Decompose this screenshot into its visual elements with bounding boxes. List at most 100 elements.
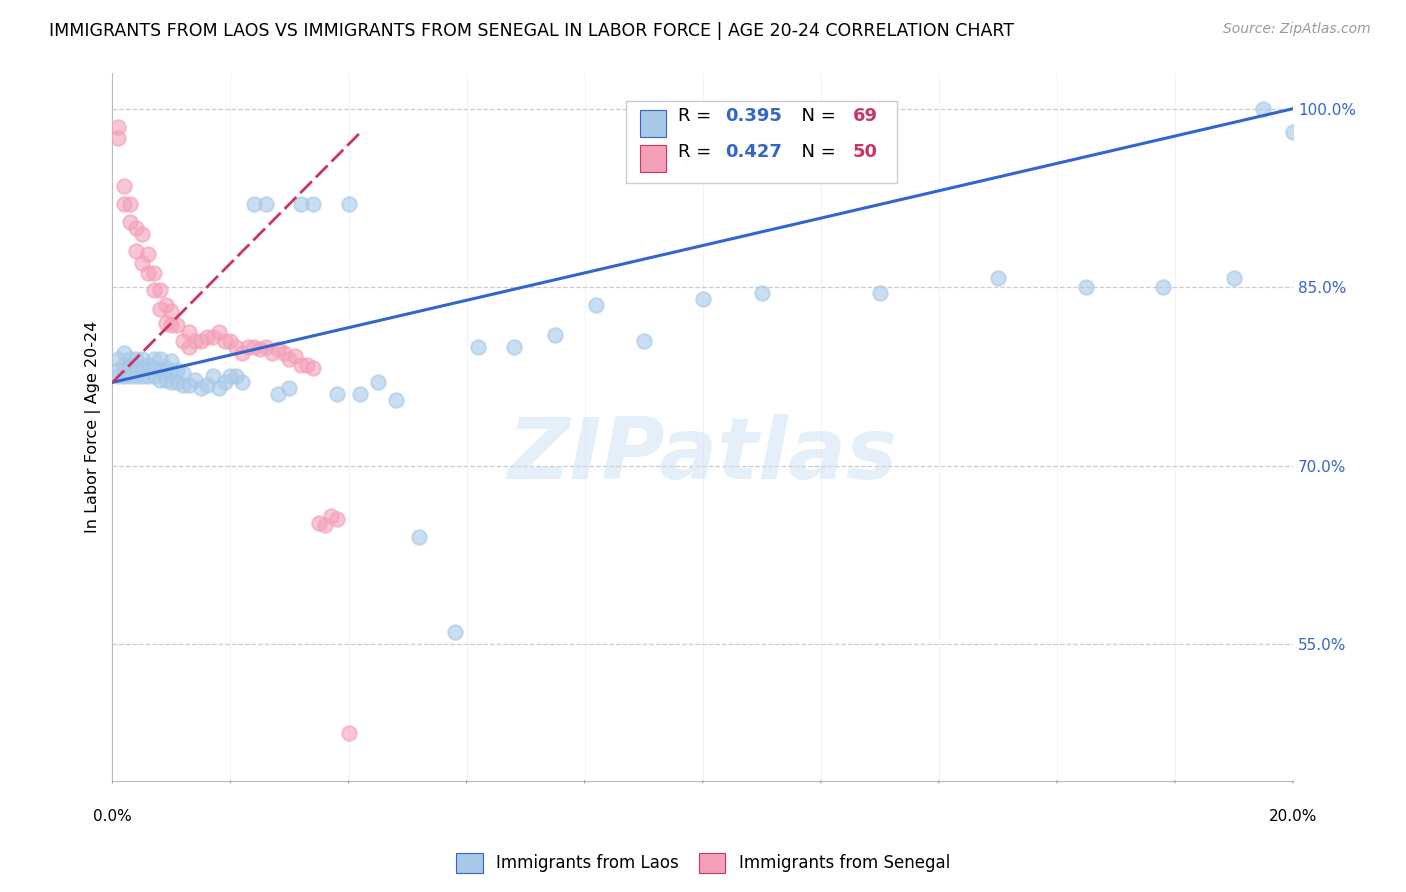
Point [131,369,153,384]
Point [179,340,201,354]
Point [869,286,891,301]
Point [107,351,129,366]
Point [201,369,224,384]
Point [125,244,148,259]
Point [260,345,283,359]
Point [131,361,153,376]
Point [290,197,312,211]
Point [131,227,153,241]
Point [254,197,277,211]
Point [107,363,129,377]
Point [1282,126,1305,140]
Point [302,197,325,211]
Point [149,351,172,366]
Point [142,266,165,280]
Point [225,340,247,354]
Point [184,373,207,387]
Point [120,215,142,229]
Point [120,351,142,366]
Point [112,358,135,372]
Point [284,349,307,363]
Point [179,377,201,392]
Point [107,120,129,134]
Legend: Immigrants from Laos, Immigrants from Senegal: Immigrants from Laos, Immigrants from Se… [450,847,956,880]
Point [179,326,201,340]
Point [544,327,567,342]
Point [633,334,655,348]
Point [131,256,153,270]
Point [184,334,207,348]
Point [149,373,172,387]
Point [278,351,301,366]
Point [243,340,266,354]
Point [337,726,360,740]
Point [112,179,135,194]
Point [502,340,524,354]
Point [166,376,188,390]
Point [467,340,489,354]
Point [155,316,177,330]
Point [267,387,290,401]
Point [349,387,371,401]
Point [160,366,183,380]
Point [142,369,165,384]
Point [142,283,165,297]
Text: 20.0%: 20.0% [1268,809,1317,824]
Point [208,381,231,395]
Point [273,345,295,359]
Text: ZIPatlas: ZIPatlas [508,414,898,497]
Point [172,366,194,380]
Point [254,340,277,354]
Text: 0.395: 0.395 [725,107,782,125]
Text: 0.427: 0.427 [725,143,782,161]
Point [337,197,360,211]
Point [195,377,218,392]
Point [166,318,188,333]
Point [172,334,194,348]
FancyBboxPatch shape [626,102,897,183]
Text: IMMIGRANTS FROM LAOS VS IMMIGRANTS FROM SENEGAL IN LABOR FORCE | AGE 20-24 CORRE: IMMIGRANTS FROM LAOS VS IMMIGRANTS FROM … [49,22,1014,40]
Point [1152,280,1174,294]
Point [136,247,159,261]
Point [295,358,318,372]
Point [751,286,773,301]
Point [987,270,1010,285]
Point [384,393,406,408]
Point [267,342,290,356]
Point [1076,280,1098,294]
Point [112,197,135,211]
Point [125,363,148,377]
Point [408,530,430,544]
Point [219,369,242,384]
FancyBboxPatch shape [640,110,666,136]
Point [112,369,135,384]
Point [120,369,142,384]
Point [314,518,336,533]
Point [155,361,177,376]
Text: 0.0%: 0.0% [93,809,132,824]
Point [125,351,148,366]
Point [160,376,183,390]
Point [120,358,142,372]
Point [278,381,301,395]
FancyBboxPatch shape [640,145,666,172]
Point [231,376,253,390]
Point [142,361,165,376]
Point [120,197,142,211]
Point [1253,102,1275,116]
Point [1223,270,1246,285]
Point [149,283,172,297]
Point [290,358,312,372]
Point [190,334,212,348]
Point [149,301,172,316]
Point [125,220,148,235]
Text: 69: 69 [852,107,877,125]
Point [225,369,247,384]
Point [166,363,188,377]
Point [160,304,183,318]
Point [136,369,159,384]
Point [155,298,177,312]
Point [190,381,212,395]
Point [367,376,389,390]
Text: N =: N = [790,143,842,161]
